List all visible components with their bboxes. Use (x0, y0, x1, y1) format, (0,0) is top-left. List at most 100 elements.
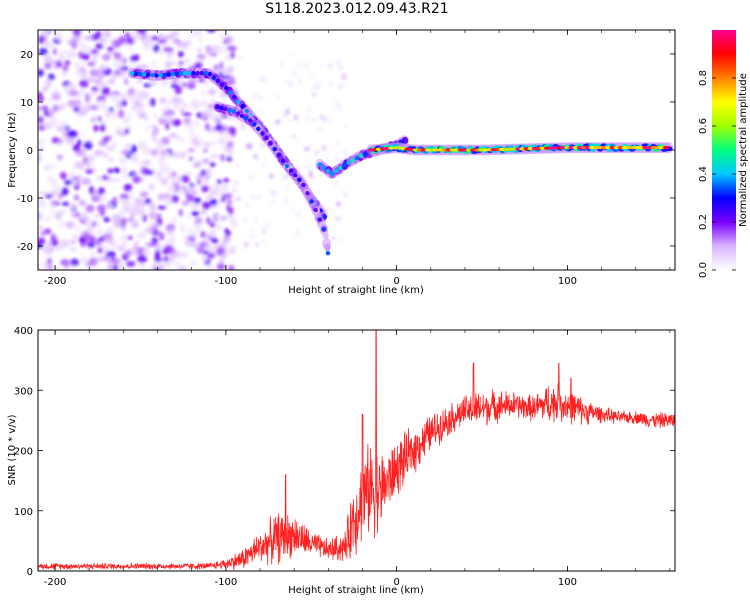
spectrogram-noise-speck (147, 221, 155, 228)
spectrogram-noise-speck (85, 218, 94, 227)
spectrogram-noise-speck (94, 149, 104, 156)
spectrogram-noise-speck (64, 179, 74, 186)
spectrogram-ridge-core (232, 95, 237, 100)
spectrogram-noise-speck (174, 261, 182, 267)
spectrogram-noise-speck (208, 188, 213, 197)
spectrogram-ridge-core (178, 71, 184, 76)
spectrogram-noise-speck (294, 230, 301, 237)
spectrogram-noise-speck (209, 162, 216, 168)
spectrogram-noise-speck (222, 67, 230, 76)
spectrogram-noise-speck (328, 119, 333, 124)
spectrogram-noise-speck (331, 236, 336, 240)
spectrogram-noise-speck (98, 241, 103, 248)
spectrogram-noise-speck (220, 136, 228, 143)
spectrogram-noise-speck (97, 82, 108, 87)
spectrogram-ridge-core (276, 152, 281, 157)
spectrogram-ridge-core (154, 73, 159, 78)
spectrogram-ridge-core (662, 146, 670, 150)
spectrogram-noise-speck (143, 35, 152, 45)
spectrogram-noise-speck (231, 84, 237, 90)
spectrogram-noise-speck (216, 263, 226, 270)
spectrogram-ridge-core (170, 71, 176, 77)
spectrogram-noise-speck (194, 216, 203, 226)
spectrogram-noise-speck (224, 133, 232, 138)
spectrogram-noise-speck (45, 79, 52, 88)
spectrogram-noise-speck (253, 215, 259, 223)
spectrogram-noise-speck (327, 82, 334, 87)
colorbar-tick-label: 0.6 (698, 118, 709, 134)
spectrogram-ridge-core (223, 106, 228, 112)
spectrogram-noise-speck (113, 51, 119, 60)
spectrogram-noise-speck (164, 152, 172, 160)
spectrogram-noise-speck (215, 223, 223, 230)
spectrogram-noise-speck (130, 153, 137, 162)
spectrogram-noise-speck (153, 126, 159, 135)
spectrogram-noise-speck (249, 227, 256, 232)
spectrogram-noise-speck (250, 194, 257, 201)
spectrogram-noise-speck (270, 190, 278, 197)
spectrogram-ridge-core (325, 251, 331, 256)
spectrogram-noise-speck (221, 251, 228, 259)
spectrogram-noise-speck (124, 249, 133, 257)
spectrogram-noise-speck (295, 211, 302, 218)
spectrogram-noise-speck (192, 230, 199, 238)
spectrogram-noise-speck (111, 215, 121, 223)
spectrogram-noise-speck (258, 107, 262, 115)
spectrogram-noise-speck (194, 61, 203, 69)
spectrogram-noise-speck (284, 197, 288, 204)
spectrogram-noise-speck (74, 98, 81, 108)
spectrogram-noise-speck (224, 129, 230, 135)
spectrogram-noise-speck (140, 92, 148, 99)
spectrogram-noise-speck (114, 168, 121, 174)
spectrogram-noise-speck (96, 176, 103, 181)
spectrogram-noise-speck (178, 208, 183, 217)
spectrogram-noise-speck (63, 85, 69, 93)
spectrogram-noise-speck (170, 61, 178, 66)
spectrogram-noise-speck (256, 193, 262, 201)
spectrogram-ridge-core (219, 82, 225, 87)
spectrogram-noise-speck (111, 242, 118, 250)
spectrogram-ridge-core (215, 78, 221, 84)
spectrogram-noise-speck (158, 50, 163, 56)
spectrogram-noise-speck (38, 138, 44, 144)
spectrogram-noise-speck (309, 170, 313, 178)
spectrogram-noise-speck (38, 225, 44, 231)
snr-y-tick-label: 400 (14, 326, 33, 337)
snr-y-axis-label: SNR (10 * v/v) (7, 414, 18, 485)
spectrogram-noise-speck (340, 189, 347, 194)
spectrogram-noise-speck (129, 55, 139, 62)
spectrogram-noise-speck (73, 62, 80, 68)
spectrogram-noise-speck (201, 201, 212, 210)
spectrogram-noise-speck (107, 263, 113, 270)
spectrogram-noise-speck (86, 226, 94, 235)
spectrogram-noise-speck (49, 120, 58, 128)
spectrogram-noise-speck (73, 161, 84, 169)
spectrogram-noise-speck (60, 259, 70, 266)
spectrogram-noise-speck (52, 47, 57, 56)
spectrogram-noise-speck (207, 245, 213, 254)
spectrogram-noise-speck (123, 202, 131, 208)
spectrogram-noise-speck (207, 113, 216, 121)
spectrogram-noise-speck (211, 238, 219, 244)
spectrogram-ridge-core (183, 71, 188, 76)
spectrogram-noise-speck (189, 132, 195, 139)
spectrogram-ridge (212, 101, 332, 256)
spectrogram-ridge-core (129, 71, 135, 76)
spectrogram-noise-speck (61, 187, 69, 196)
spectrogram-noise-speck (97, 187, 105, 195)
spectrogram-noise-speck (104, 235, 113, 244)
spectrogram-noise-speck (139, 191, 148, 198)
spectrogram-noise-speck (85, 161, 90, 166)
spectrogram-noise-speck (161, 136, 170, 145)
spectrogram-noise-speck (66, 50, 77, 59)
spectrogram-ridge-core (174, 71, 180, 76)
spectrogram-ridge-core (317, 162, 322, 167)
spectrogram-noise-speck (91, 114, 98, 122)
snr-plot-area (38, 330, 675, 570)
spectrogram-noise-speck (80, 61, 86, 71)
spectrogram-noise-speck (143, 83, 152, 88)
spectrogram-noise-speck (49, 210, 55, 216)
spectrogram-ridge-core (260, 131, 265, 136)
spectrogram-noise-speck (42, 244, 51, 249)
spectrogram-noise-speck (101, 86, 111, 96)
